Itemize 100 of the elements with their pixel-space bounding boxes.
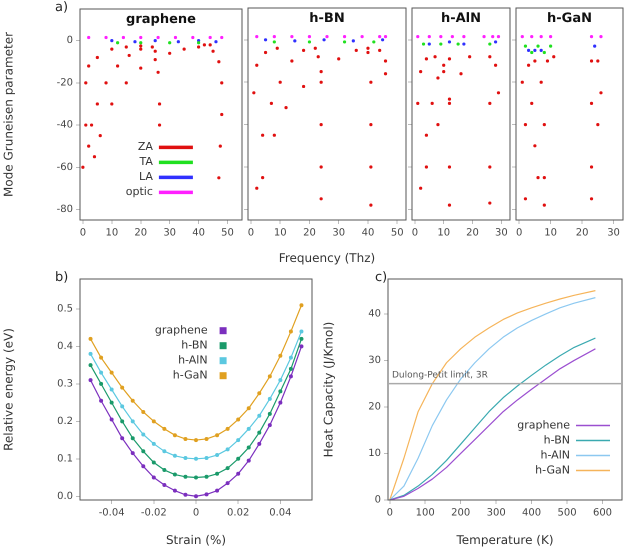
point (84, 123, 88, 127)
x-tick-label: 30 (163, 228, 176, 239)
point (152, 419, 156, 424)
point (439, 42, 442, 46)
point (552, 55, 556, 58)
point (278, 354, 282, 358)
point (215, 453, 220, 458)
point (110, 400, 114, 405)
point (322, 38, 326, 42)
chart-title: h-BN (309, 10, 345, 26)
point (110, 417, 114, 422)
point (488, 55, 492, 58)
point (536, 44, 540, 48)
point (416, 102, 420, 105)
point (530, 50, 534, 54)
legend-label: h-AlN (540, 448, 570, 462)
point (354, 48, 358, 52)
point (380, 38, 384, 42)
point (384, 72, 388, 76)
point (152, 442, 156, 446)
point (90, 123, 94, 127)
point (236, 417, 240, 422)
point (255, 35, 258, 38)
point (320, 80, 323, 84)
point (215, 488, 220, 493)
point (257, 430, 262, 435)
point (110, 102, 114, 106)
point (99, 356, 104, 360)
point (268, 423, 272, 428)
point (599, 35, 603, 38)
point (442, 70, 446, 74)
point (182, 47, 186, 51)
point (130, 398, 135, 403)
point (384, 59, 388, 63)
point (141, 432, 146, 436)
point (130, 451, 135, 456)
point (288, 356, 293, 360)
point (320, 123, 323, 126)
legend-label: LA (138, 170, 154, 184)
point (533, 144, 536, 148)
point (533, 48, 536, 52)
legend-label: graphene (517, 418, 570, 432)
x-tick-label: 0 (248, 228, 254, 239)
point (314, 46, 317, 50)
point (320, 70, 323, 74)
point (284, 106, 288, 110)
point (416, 35, 420, 38)
y-tick-label: 0.4 (57, 341, 73, 352)
point (116, 64, 120, 68)
point (99, 382, 104, 386)
point (172, 433, 177, 438)
point (88, 336, 93, 341)
y-tick-label: 20 (368, 402, 381, 413)
point (520, 35, 524, 38)
point (162, 468, 166, 472)
point (236, 472, 240, 476)
point (246, 458, 251, 463)
y-tick-label: -80 (56, 204, 73, 216)
point (194, 476, 198, 480)
point (264, 50, 268, 54)
legend-label: graphene (154, 324, 208, 337)
legend-label: TA (138, 155, 154, 168)
point (150, 45, 154, 49)
point (439, 35, 442, 38)
point (436, 76, 440, 80)
point (99, 370, 104, 375)
point (130, 419, 135, 424)
point (183, 474, 188, 479)
point (204, 474, 209, 479)
point (194, 456, 198, 461)
point (183, 456, 188, 460)
x-tick-label: 600 (592, 508, 612, 519)
point (156, 70, 160, 74)
point (141, 464, 146, 468)
point (226, 447, 230, 452)
point (456, 42, 460, 46)
point (104, 36, 108, 40)
point (246, 446, 251, 450)
point (369, 80, 372, 84)
point (272, 134, 276, 137)
x-tick-label: 30 (494, 228, 508, 239)
point (257, 414, 262, 418)
point (320, 165, 323, 169)
chart-title: h-GaN (547, 10, 592, 26)
point (272, 40, 276, 44)
legend-label: h-BN (181, 338, 208, 352)
point (81, 166, 84, 169)
point (139, 66, 142, 70)
point (236, 456, 240, 461)
point (84, 81, 88, 84)
point (133, 40, 137, 44)
point (378, 35, 382, 38)
point (482, 35, 486, 38)
point (491, 35, 494, 38)
point (448, 40, 452, 44)
point (172, 454, 177, 458)
point (218, 144, 222, 148)
point (226, 426, 230, 431)
point (488, 165, 492, 169)
y-axis-title: Mode Gruneisen parameter (1, 32, 16, 198)
